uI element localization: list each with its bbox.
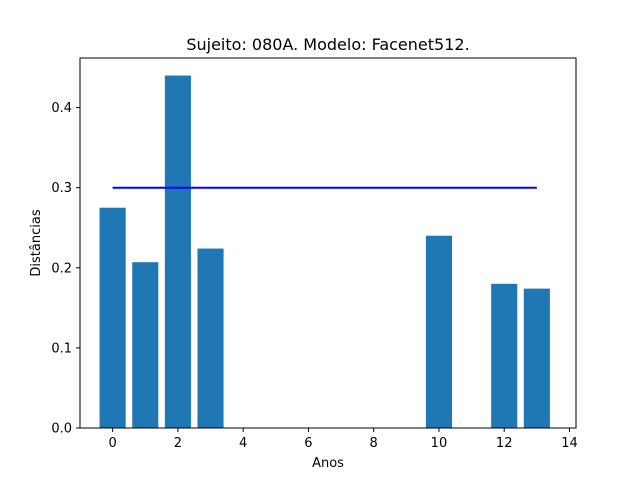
bar-1 (132, 262, 159, 428)
y-tick-label: 0.0 (51, 422, 72, 437)
x-tick-label: 12 (496, 436, 513, 451)
x-tick-label: 2 (174, 436, 182, 451)
bar-10 (425, 235, 452, 428)
y-tick-label: 0.2 (51, 261, 72, 276)
y-tick-label: 0.3 (51, 181, 72, 196)
x-tick-label: 4 (239, 436, 247, 451)
plot-area-frame (79, 57, 577, 429)
x-tick-label: 6 (304, 436, 312, 451)
bar-12 (491, 283, 518, 428)
x-axis-ticks: 0 2 4 6 8 10 12 14 (108, 428, 578, 451)
y-tick-label: 0.1 (51, 341, 72, 356)
bars-group (99, 75, 550, 428)
x-tick-label: 8 (370, 436, 378, 451)
bar-13 (523, 288, 550, 428)
bar-3 (197, 248, 224, 428)
bar-2 (164, 75, 191, 428)
y-axis-ticks: 0.0 0.1 0.2 0.3 0.4 (51, 101, 80, 437)
y-tick-label: 0.4 (51, 101, 72, 116)
x-tick-label: 10 (431, 436, 448, 451)
bar-0 (99, 207, 126, 428)
chart-title: Sujeito: 080A. Modelo: Facenet512. (186, 35, 469, 54)
x-axis-label: Anos (312, 456, 344, 471)
x-tick-label: 14 (561, 436, 578, 451)
y-axis-label: Distâncias (29, 209, 44, 276)
x-tick-label: 0 (108, 436, 116, 451)
